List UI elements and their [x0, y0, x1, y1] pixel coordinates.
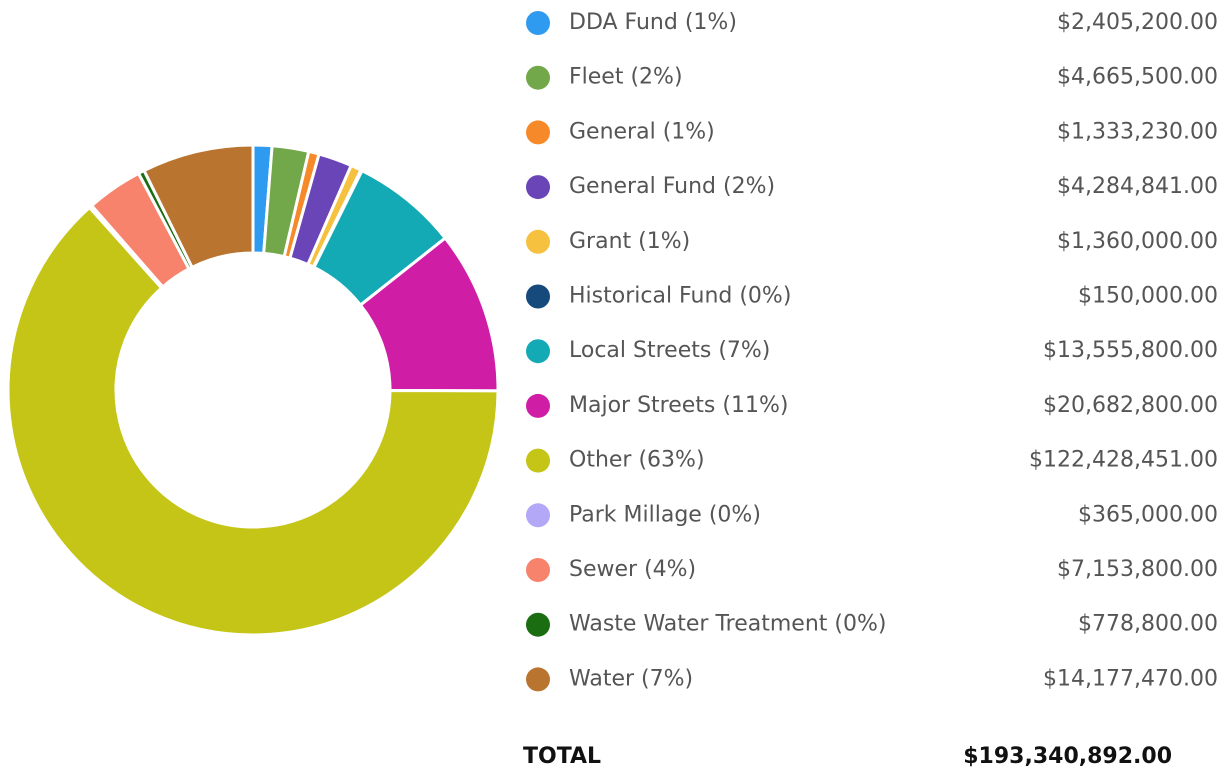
- legend-label: Historical Fund (0%): [569, 284, 791, 309]
- legend-label: DDA Fund (1%): [569, 10, 737, 35]
- donut-slice: [6, 205, 500, 637]
- legend-marker: [526, 284, 550, 309]
- value-label: $122,428,451.00: [1029, 448, 1218, 473]
- value-label: $13,555,800.00: [1043, 338, 1218, 363]
- legend-label: General Fund (2%): [569, 174, 775, 199]
- legend-marker: [526, 667, 550, 692]
- legend-label: Local Streets (7%): [569, 338, 770, 363]
- legend-label: Sewer (4%): [569, 557, 696, 582]
- legend-label: Waste Water Treatment (0%): [569, 612, 886, 637]
- value-label: $150,000.00: [1078, 284, 1218, 309]
- legend-marker: [526, 229, 550, 254]
- value-label: $2,405,200.00: [1057, 10, 1218, 35]
- value-label: $1,333,230.00: [1057, 119, 1218, 144]
- legend-marker: [526, 448, 550, 473]
- legend-label: Grant (1%): [569, 229, 690, 254]
- legend-label: Major Streets (11%): [569, 393, 788, 418]
- value-label: $20,682,800.00: [1043, 393, 1218, 418]
- legend-label: Other (63%): [569, 448, 705, 473]
- total-value: $193,340,892.00: [963, 744, 1172, 769]
- value-label: $14,177,470.00: [1043, 666, 1218, 691]
- value-label: $4,284,841.00: [1057, 174, 1218, 199]
- total-label: TOTAL: [523, 744, 601, 769]
- legend-marker: [526, 612, 550, 637]
- value-label: $365,000.00: [1078, 502, 1218, 527]
- value-label: $778,800.00: [1078, 612, 1218, 637]
- legend-marker: [526, 339, 550, 364]
- donut-slice: [142, 143, 255, 269]
- legend-marker: [526, 11, 550, 35]
- legend-label: Fleet (2%): [569, 65, 683, 90]
- legend-marker: [526, 65, 550, 90]
- value-label: $4,665,500.00: [1057, 65, 1218, 90]
- legend-label: Water (7%): [569, 666, 693, 691]
- legend-marker: [526, 503, 550, 528]
- legend-marker: [526, 175, 550, 200]
- value-label: $1,360,000.00: [1057, 229, 1218, 254]
- legend-marker: [526, 393, 550, 418]
- legend-label: General (1%): [569, 119, 715, 144]
- value-label: $7,153,800.00: [1057, 557, 1218, 582]
- legend-marker: [526, 558, 550, 582]
- legend-label: Park Millage (0%): [569, 502, 761, 527]
- legend-marker: [526, 120, 550, 145]
